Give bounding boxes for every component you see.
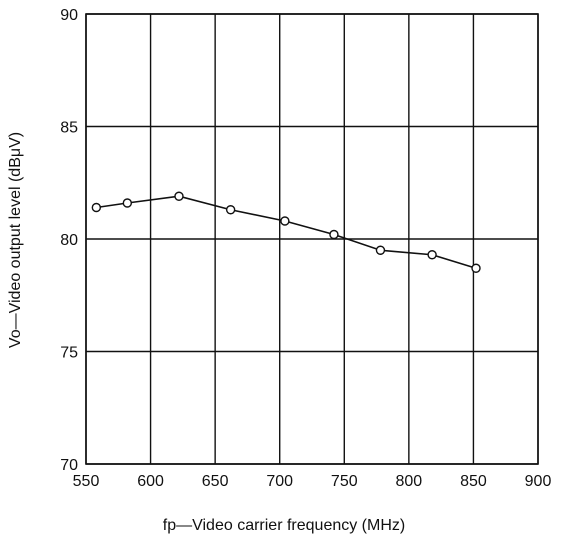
y-axis-ticks: 70 75 80 85 90 xyxy=(60,7,78,474)
data-point xyxy=(471,263,481,273)
y-tick-label: 70 xyxy=(60,457,78,474)
grid xyxy=(85,13,539,465)
data-point xyxy=(375,245,386,255)
x-axis-ticks: 550 600 650 700 750 800 850 900 xyxy=(73,473,552,490)
x-tick-label: 600 xyxy=(137,473,164,490)
data-point xyxy=(427,250,437,260)
y-axis-label: Vo—Video output level (dBμV) xyxy=(7,132,24,348)
x-tick-label: 650 xyxy=(202,473,229,490)
series xyxy=(91,191,481,273)
data-point xyxy=(174,191,184,201)
x-tick-label: 850 xyxy=(460,473,487,490)
x-axis-label: fp—Video carrier frequency (MHz) xyxy=(163,517,405,534)
series-line-0 xyxy=(96,195,477,270)
y-tick-label: 80 xyxy=(60,232,78,249)
y-tick-label: 90 xyxy=(60,7,78,24)
x-tick-label: 550 xyxy=(73,473,100,490)
data-point xyxy=(91,202,102,213)
x-tick-label: 900 xyxy=(525,473,552,490)
y-tick-label: 85 xyxy=(60,120,78,137)
data-point xyxy=(225,205,236,215)
x-tick-label: 800 xyxy=(396,473,423,490)
data-point xyxy=(280,216,290,226)
data-point xyxy=(329,229,339,240)
x-tick-label: 700 xyxy=(266,473,293,490)
data-point xyxy=(122,198,133,208)
x-tick-label: 750 xyxy=(331,473,358,490)
y-tick-label: 75 xyxy=(60,345,78,362)
plot-frame xyxy=(85,13,539,465)
